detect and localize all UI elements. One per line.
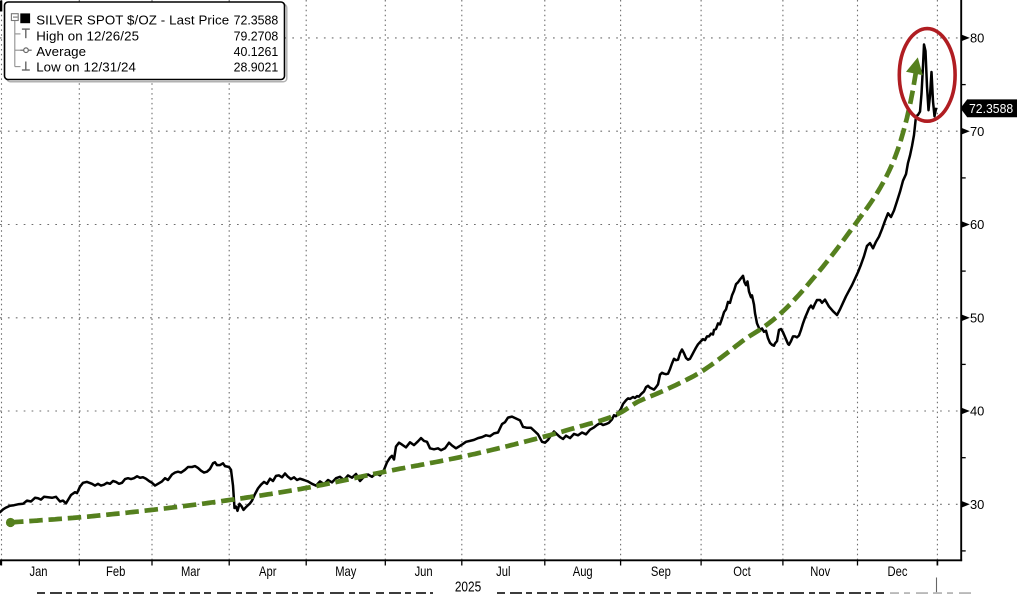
svg-text:Jun: Jun [415,563,433,580]
svg-text:Dec: Dec [888,563,908,580]
svg-text:79.2708: 79.2708 [234,28,279,44]
svg-text:40: 40 [970,404,984,419]
svg-text:2025: 2025 [455,578,481,594]
svg-text:Nov: Nov [810,563,830,580]
svg-text:Sep: Sep [651,563,671,580]
svg-text:Jan: Jan [29,563,47,580]
svg-text:70: 70 [970,124,984,139]
svg-text:72.3588: 72.3588 [234,12,279,28]
svg-text:Oct: Oct [733,563,751,580]
svg-text:Average: Average [36,44,86,59]
svg-text:60: 60 [970,217,984,232]
svg-text:30: 30 [970,497,984,512]
svg-text:28.9021: 28.9021 [234,59,279,75]
svg-text:Mar: Mar [181,563,201,580]
svg-text:Low on 12/31/24: Low on 12/31/24 [36,60,136,75]
svg-text:May: May [335,563,357,580]
svg-text:72.3588: 72.3588 [969,102,1013,116]
svg-text:80: 80 [970,31,984,46]
svg-text:High on 12/26/25: High on 12/26/25 [36,28,139,43]
svg-text:Feb: Feb [106,563,125,580]
svg-text:Apr: Apr [259,563,277,580]
svg-text:SILVER SPOT $/OZ - Last Price: SILVER SPOT $/OZ - Last Price [36,12,229,27]
svg-text:Jul: Jul [496,563,510,580]
svg-text:50: 50 [970,311,984,326]
svg-text:Aug: Aug [573,563,593,580]
svg-text:40.1261: 40.1261 [234,43,279,59]
